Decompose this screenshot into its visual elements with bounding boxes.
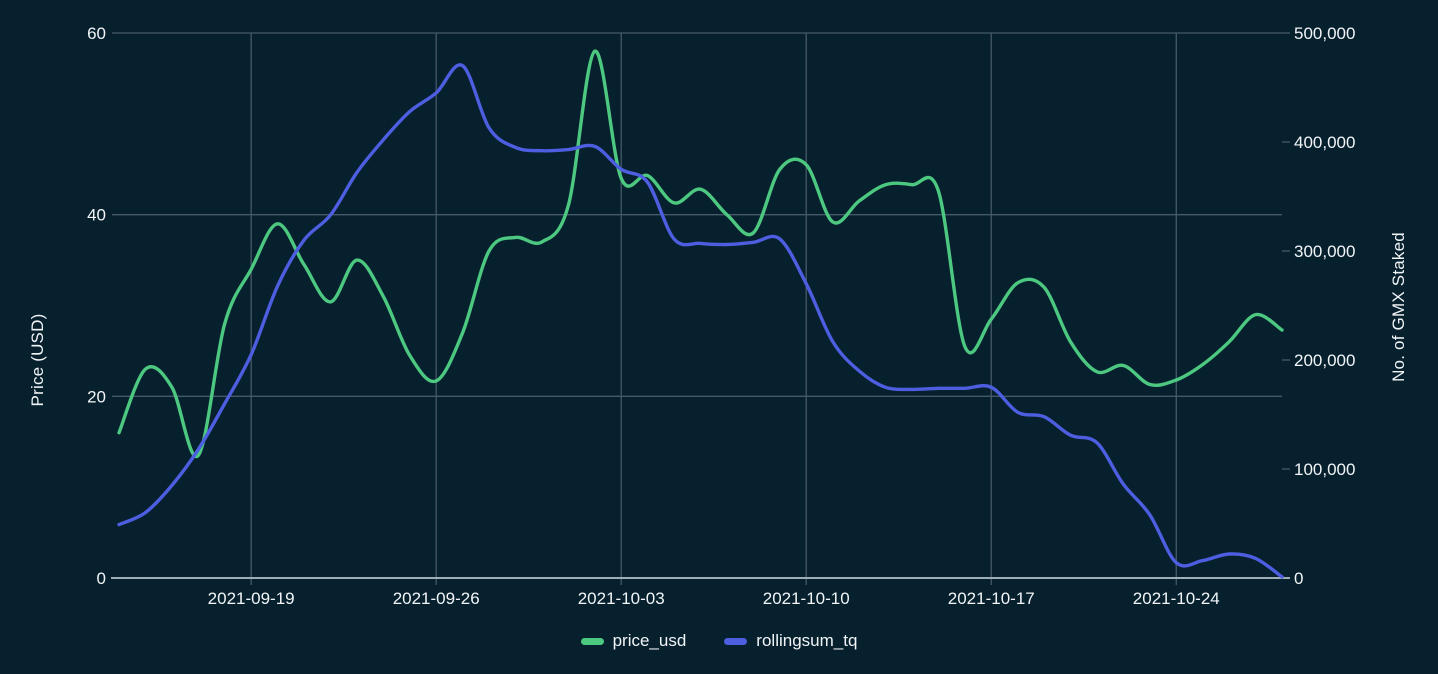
left-tick-label: 20 — [87, 387, 106, 406]
legend-item-rollingsum-tq[interactable]: rollingsum_tq — [724, 631, 857, 651]
left-axis-tick-labels: 0 20 40 60 — [87, 24, 106, 588]
price-usd-line — [117, 49, 1284, 459]
x-tick-label: 2021-10-17 — [948, 589, 1035, 608]
rollingsum-tq-line — [117, 63, 1284, 579]
right-axis-tick-labels: 0 100,000 200,000 300,000 400,000 500,000 — [1294, 24, 1355, 588]
left-tick-label: 60 — [87, 24, 106, 43]
x-tick-label: 2021-10-03 — [578, 589, 665, 608]
price-usd-label: price_usd — [612, 631, 687, 650]
gridlines — [112, 32, 1290, 585]
left-tick-label: 0 — [97, 569, 106, 588]
x-axis-tick-labels: 2021-09-19 2021-09-26 2021-10-03 2021-10-10… — [208, 589, 1220, 608]
right-tick-label: 300,000 — [1294, 242, 1355, 261]
x-tick-label: 2021-10-10 — [763, 589, 850, 608]
rollingsum-tq-label: rollingsum_tq — [756, 631, 858, 650]
price-usd-swatch — [580, 637, 604, 645]
rollingsum-tq-swatch — [724, 637, 748, 645]
left-axis-title: Price (USD) — [28, 313, 47, 407]
right-tick-label: 200,000 — [1294, 351, 1355, 370]
x-tick-label: 2021-10-24 — [1133, 589, 1220, 608]
right-tick-label: 400,000 — [1294, 133, 1355, 152]
legend-item-price-usd[interactable]: price_usd — [580, 631, 687, 651]
right-axis-title: No. of GMX Staked — [1389, 232, 1408, 382]
right-tick-label: 100,000 — [1294, 460, 1355, 479]
right-tick-label: 500,000 — [1294, 24, 1355, 43]
left-tick-label: 40 — [87, 206, 106, 225]
legend: price_usd rollingsum_tq — [0, 628, 1438, 654]
right-tick-label: 0 — [1294, 569, 1303, 588]
x-tick-label: 2021-09-19 — [208, 589, 295, 608]
x-tick-label: 2021-09-26 — [393, 589, 480, 608]
